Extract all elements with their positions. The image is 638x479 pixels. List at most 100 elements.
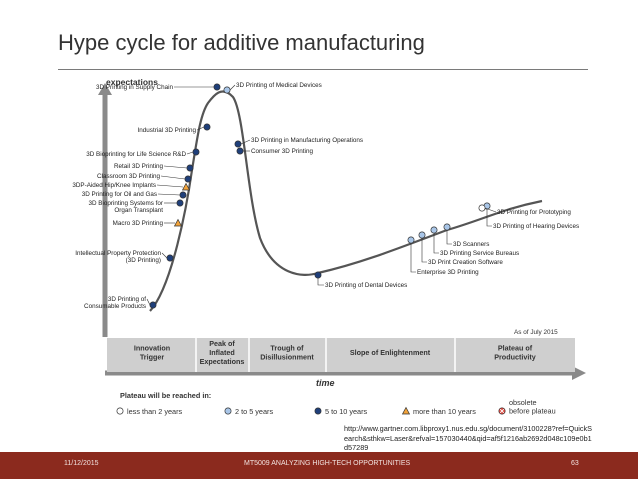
phase-label: Trough of xyxy=(270,344,304,353)
plateau-marker-more-than-10 xyxy=(401,406,411,415)
title-divider xyxy=(58,69,588,70)
legend: less than 2 years 2 to 5 years 5 to 10 yea… xyxy=(116,398,556,416)
technology-item: 3D Printing of Hearing Devices xyxy=(483,202,579,230)
tech-label: Intellectual Property Protection xyxy=(75,250,161,257)
legend-label: before plateau xyxy=(509,407,556,416)
tech-label: Classroom 3D Printing xyxy=(97,173,160,180)
tech-label: 3D Printing for Oil and Gas xyxy=(82,191,157,198)
legend-item: 2 to 5 years xyxy=(224,407,273,416)
footer-course: MT5009 ANALYZING HIGH-TECH OPPORTUNITIES xyxy=(244,460,411,467)
plateau-marker-<2 xyxy=(116,407,124,415)
tech-label: (3D Printing) xyxy=(126,257,161,264)
technology-item: Consumer 3D Printing xyxy=(236,147,313,155)
plateau-marker-2-5 xyxy=(418,231,426,239)
leader-line xyxy=(484,207,497,213)
phase-band xyxy=(107,338,575,372)
phase-label: Expectations xyxy=(200,357,245,366)
y-axis-label: expectations xyxy=(106,77,158,87)
leader-line xyxy=(146,298,151,306)
legend-item: less than 2 years xyxy=(116,407,183,416)
phase-label: Innovation xyxy=(134,344,170,353)
technology-item: 3D Printing of Medical Devices xyxy=(223,82,322,94)
technology-item: Macro 3D Printing xyxy=(113,218,183,227)
technology-item: 3D Printing in Supply Chain xyxy=(96,83,221,91)
leader-line xyxy=(160,175,186,180)
leader-line xyxy=(186,151,194,155)
source-url[interactable]: http://www.gartner.com.libproxy1.nus.edu… xyxy=(344,424,593,452)
tech-label: Consumer 3D Printing xyxy=(251,148,313,155)
plateau-marker-5-10 xyxy=(179,191,187,199)
plateau-marker-more-than-10 xyxy=(173,218,183,227)
legend-label: 2 to 5 years xyxy=(235,407,273,416)
technology-item: 3D Printing for Oil and Gas xyxy=(82,191,187,199)
tech-label: 3D Print Creation Software xyxy=(428,259,503,266)
technology-item: Classroom 3D Printing xyxy=(97,173,192,183)
y-axis-arrow xyxy=(98,83,112,95)
tech-label: Retail 3D Printing xyxy=(114,163,163,170)
x-axis-label: time xyxy=(316,378,335,388)
phase-label: Peak of xyxy=(209,339,235,348)
technology-item: 3D Printing in Manufacturing Operations xyxy=(234,137,363,148)
legend-item: 5 to 10 years xyxy=(314,407,368,416)
plateau-marker-5-10 xyxy=(192,148,200,156)
plateau-marker-5-10 xyxy=(149,301,157,309)
technology-item: 3D Bioprinting for Life Science R&D xyxy=(86,148,200,158)
leader-line xyxy=(446,230,452,245)
tech-label: Macro 3D Printing xyxy=(113,220,164,227)
phase-label: Slope of Enlightenment xyxy=(350,348,431,357)
legend-item: more than 10 years xyxy=(401,406,476,416)
plateau-marker-2-5 xyxy=(224,407,232,415)
tech-label: 3D Printing Service Bureaus xyxy=(440,250,519,257)
technology-item: 3D Printing Service Bureaus xyxy=(430,226,519,257)
plateau-marker-5-10 xyxy=(166,254,174,262)
legend-label: more than 10 years xyxy=(413,407,476,416)
tech-label: 3D Printing for Prototyping xyxy=(497,209,571,216)
leader-line xyxy=(161,252,168,259)
tech-label: 3DP-Aided Hip/Knee Implants xyxy=(72,182,156,189)
leader-line xyxy=(156,184,184,188)
technology-item: Intellectual Property Protection(3D Prin… xyxy=(75,250,174,264)
phase-label: Plateau of xyxy=(498,344,533,353)
technology-item: 3D Scanners xyxy=(443,223,489,248)
tech-label: 3D Bioprinting for Life Science R&D xyxy=(86,151,186,158)
technology-item: Retail 3D Printing xyxy=(114,163,194,172)
x-axis-arrow xyxy=(572,366,586,380)
tech-label: 3D Printing of Dental Devices xyxy=(325,282,407,289)
technology-item: 3D Print Creation Software xyxy=(418,231,503,266)
leader-line xyxy=(486,209,492,227)
plateau-marker-5-10 xyxy=(184,175,192,183)
plateau-marker-2-5 xyxy=(223,86,231,94)
tech-label: 3D Scanners xyxy=(453,241,489,248)
technology-item: Enterprise 3D Printing xyxy=(407,236,479,276)
phase-label: Disillusionment xyxy=(260,353,314,362)
tech-label: 3D Printing of Medical Devices xyxy=(236,82,322,89)
tech-label: 3D Printing in Manufacturing Operations xyxy=(251,137,363,144)
plateau-marker-5-10 xyxy=(186,164,194,172)
legend-title: Plateau will be reached in: xyxy=(120,391,211,400)
leader-line xyxy=(410,243,416,273)
leader-line xyxy=(163,165,188,169)
as-of-note: As of July 2015 xyxy=(514,329,558,336)
footer-bar: 11/12/2015 MT5009 ANALYZING HIGH-TECH OP… xyxy=(0,452,638,479)
leader-line xyxy=(196,126,205,131)
leader-line xyxy=(433,233,439,254)
plateau-marker-5-10 xyxy=(176,199,184,207)
plateau-marker-5-10 xyxy=(213,83,221,91)
technology-item: 3D Printing of Dental Devices xyxy=(314,271,407,289)
tech-label: Organ Transplant xyxy=(114,207,163,214)
legend-label: less than 2 years xyxy=(127,407,183,416)
tech-label: 3D Printing of Hearing Devices xyxy=(493,223,579,230)
plateau-marker-5-10 xyxy=(314,271,322,279)
plateau-marker-2-5 xyxy=(430,226,438,234)
footer-date: 11/12/2015 xyxy=(64,460,99,467)
obsolete-cross xyxy=(499,408,505,414)
phase-label: Inflated xyxy=(209,348,235,357)
tech-label: Consumable Products xyxy=(84,303,146,310)
plateau-marker-2-5 xyxy=(407,236,415,244)
plateau-marker-5-10 xyxy=(203,123,211,131)
